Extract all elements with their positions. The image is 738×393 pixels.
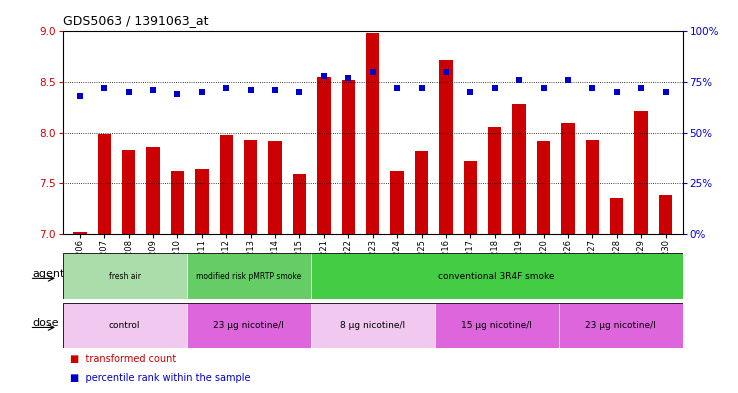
Bar	[512, 104, 526, 234]
Bar	[610, 198, 624, 234]
Bar	[415, 151, 428, 234]
Text: conventional 3R4F smoke: conventional 3R4F smoke	[438, 272, 555, 281]
Bar	[73, 232, 86, 234]
Bar	[561, 123, 575, 234]
Bar	[63, 303, 187, 348]
Bar	[439, 60, 452, 234]
Bar	[187, 253, 311, 299]
Bar	[463, 161, 477, 234]
Bar	[146, 147, 159, 234]
Bar	[122, 150, 135, 234]
Bar	[311, 253, 683, 299]
Bar	[635, 111, 648, 234]
Text: 15 μg nicotine/l: 15 μg nicotine/l	[461, 321, 532, 330]
Bar	[187, 303, 311, 348]
Bar	[342, 80, 355, 234]
Bar	[311, 303, 435, 348]
Bar	[269, 141, 282, 234]
Bar	[586, 140, 599, 234]
Bar	[435, 303, 559, 348]
Text: fresh air: fresh air	[108, 272, 141, 281]
Bar	[195, 169, 209, 234]
Bar	[390, 171, 404, 234]
Bar	[659, 195, 672, 234]
Text: agent: agent	[32, 269, 65, 279]
Bar	[219, 135, 233, 234]
Text: ■  transformed count: ■ transformed count	[70, 354, 176, 364]
Text: 23 μg nicotine/l: 23 μg nicotine/l	[585, 321, 656, 330]
Bar	[559, 303, 683, 348]
Bar	[317, 77, 331, 234]
Bar	[293, 174, 306, 234]
Bar	[170, 171, 184, 234]
Text: dose: dose	[32, 318, 59, 328]
Text: modified risk pMRTP smoke: modified risk pMRTP smoke	[196, 272, 301, 281]
Text: ■  percentile rank within the sample: ■ percentile rank within the sample	[70, 373, 251, 383]
Bar	[97, 134, 111, 234]
Text: 23 μg nicotine/l: 23 μg nicotine/l	[213, 321, 284, 330]
Bar	[366, 33, 379, 234]
Bar	[537, 141, 551, 234]
Text: 8 μg nicotine/l: 8 μg nicotine/l	[340, 321, 405, 330]
Bar	[244, 140, 258, 234]
Text: control: control	[109, 321, 140, 330]
Bar	[488, 127, 501, 234]
Text: GDS5063 / 1391063_at: GDS5063 / 1391063_at	[63, 14, 208, 27]
Bar	[63, 253, 187, 299]
